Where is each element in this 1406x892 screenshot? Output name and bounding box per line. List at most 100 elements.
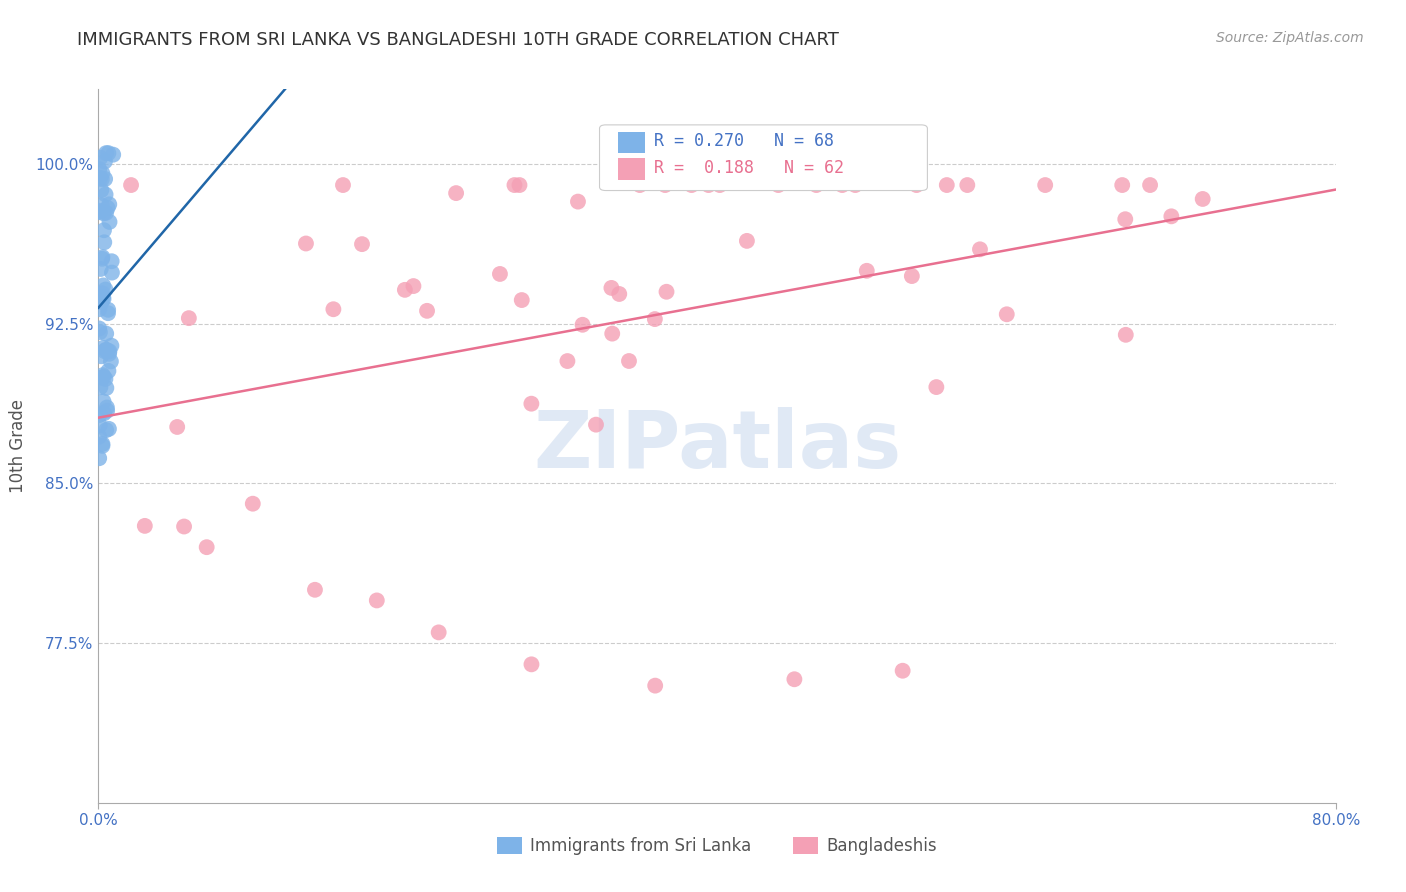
Point xyxy=(644,679,666,693)
Point xyxy=(120,178,142,192)
Point xyxy=(91,439,114,453)
Point xyxy=(444,186,467,200)
Point xyxy=(97,302,120,317)
Point xyxy=(295,236,318,251)
Point xyxy=(96,401,118,415)
Point xyxy=(844,178,866,192)
Point xyxy=(654,178,676,192)
Point xyxy=(91,370,114,384)
Point xyxy=(91,286,114,301)
Point xyxy=(93,292,115,306)
Y-axis label: 10th Grade: 10th Grade xyxy=(10,399,27,493)
Point xyxy=(94,154,117,169)
Bar xyxy=(619,159,645,180)
Point xyxy=(89,302,111,317)
Point xyxy=(89,325,111,339)
Point xyxy=(735,234,758,248)
Point xyxy=(177,311,200,326)
Point xyxy=(935,178,957,192)
Point xyxy=(101,266,124,280)
Point xyxy=(166,420,188,434)
Point xyxy=(91,368,114,383)
Point xyxy=(891,664,914,678)
Point xyxy=(510,293,533,307)
Bar xyxy=(619,132,645,153)
Point xyxy=(94,187,117,202)
Point xyxy=(97,364,120,378)
Point xyxy=(89,418,111,433)
Point xyxy=(93,370,115,384)
Point xyxy=(585,417,607,432)
Point xyxy=(91,341,114,355)
Point xyxy=(91,437,114,451)
Point xyxy=(94,146,117,161)
Point xyxy=(332,178,354,192)
Point xyxy=(89,380,111,394)
Point xyxy=(100,338,122,352)
Point xyxy=(94,372,117,386)
Point xyxy=(1115,327,1137,342)
Text: ZIPatlas: ZIPatlas xyxy=(533,407,901,485)
Point xyxy=(173,519,195,533)
Point xyxy=(600,326,623,341)
Point xyxy=(901,268,924,283)
Point xyxy=(520,657,543,672)
Point xyxy=(93,344,115,359)
Text: IMMIGRANTS FROM SRI LANKA VS BANGLADESHI 10TH GRADE CORRELATION CHART: IMMIGRANTS FROM SRI LANKA VS BANGLADESHI… xyxy=(77,31,839,49)
Point xyxy=(90,198,112,212)
Point xyxy=(89,321,111,335)
Point xyxy=(93,223,115,237)
Point xyxy=(91,252,114,266)
Point xyxy=(709,178,731,192)
Point xyxy=(617,354,640,368)
Point xyxy=(93,406,115,420)
Point xyxy=(89,451,111,466)
Point xyxy=(995,307,1018,321)
Point xyxy=(905,178,928,192)
Point xyxy=(508,178,530,192)
Point xyxy=(655,285,678,299)
Point xyxy=(304,582,326,597)
Point xyxy=(956,178,979,192)
Point xyxy=(607,287,630,301)
Point xyxy=(98,344,121,359)
Text: Source: ZipAtlas.com: Source: ZipAtlas.com xyxy=(1216,31,1364,45)
Point xyxy=(90,349,112,363)
Point xyxy=(503,178,526,192)
Point xyxy=(489,267,512,281)
Point xyxy=(89,429,111,443)
Point xyxy=(89,205,111,219)
Point xyxy=(96,343,118,358)
Point xyxy=(100,354,122,368)
Point xyxy=(89,162,111,177)
Point xyxy=(94,283,117,297)
Point xyxy=(567,194,589,209)
Point xyxy=(350,237,373,252)
Point xyxy=(91,250,114,264)
Point xyxy=(969,243,991,257)
Point xyxy=(1160,210,1182,224)
Point xyxy=(90,293,112,307)
Point xyxy=(91,290,114,304)
Point xyxy=(1111,178,1133,192)
Point xyxy=(416,303,439,318)
Point xyxy=(806,178,828,192)
Text: R =  0.188   N = 62: R = 0.188 N = 62 xyxy=(654,159,844,177)
Point xyxy=(89,203,111,218)
Point xyxy=(783,672,806,686)
Point xyxy=(681,178,703,192)
Point xyxy=(103,147,125,161)
Point xyxy=(768,178,790,192)
Point xyxy=(571,318,593,332)
Point xyxy=(98,347,121,361)
Point xyxy=(925,380,948,394)
Point xyxy=(644,312,666,326)
Point xyxy=(600,281,623,295)
Point xyxy=(94,206,117,220)
Legend: Immigrants from Sri Lanka, Bangladeshis: Immigrants from Sri Lanka, Bangladeshis xyxy=(496,837,938,855)
Point xyxy=(394,283,416,297)
Point xyxy=(134,519,156,533)
Point xyxy=(1114,212,1136,227)
Point xyxy=(242,497,264,511)
FancyBboxPatch shape xyxy=(599,125,928,191)
